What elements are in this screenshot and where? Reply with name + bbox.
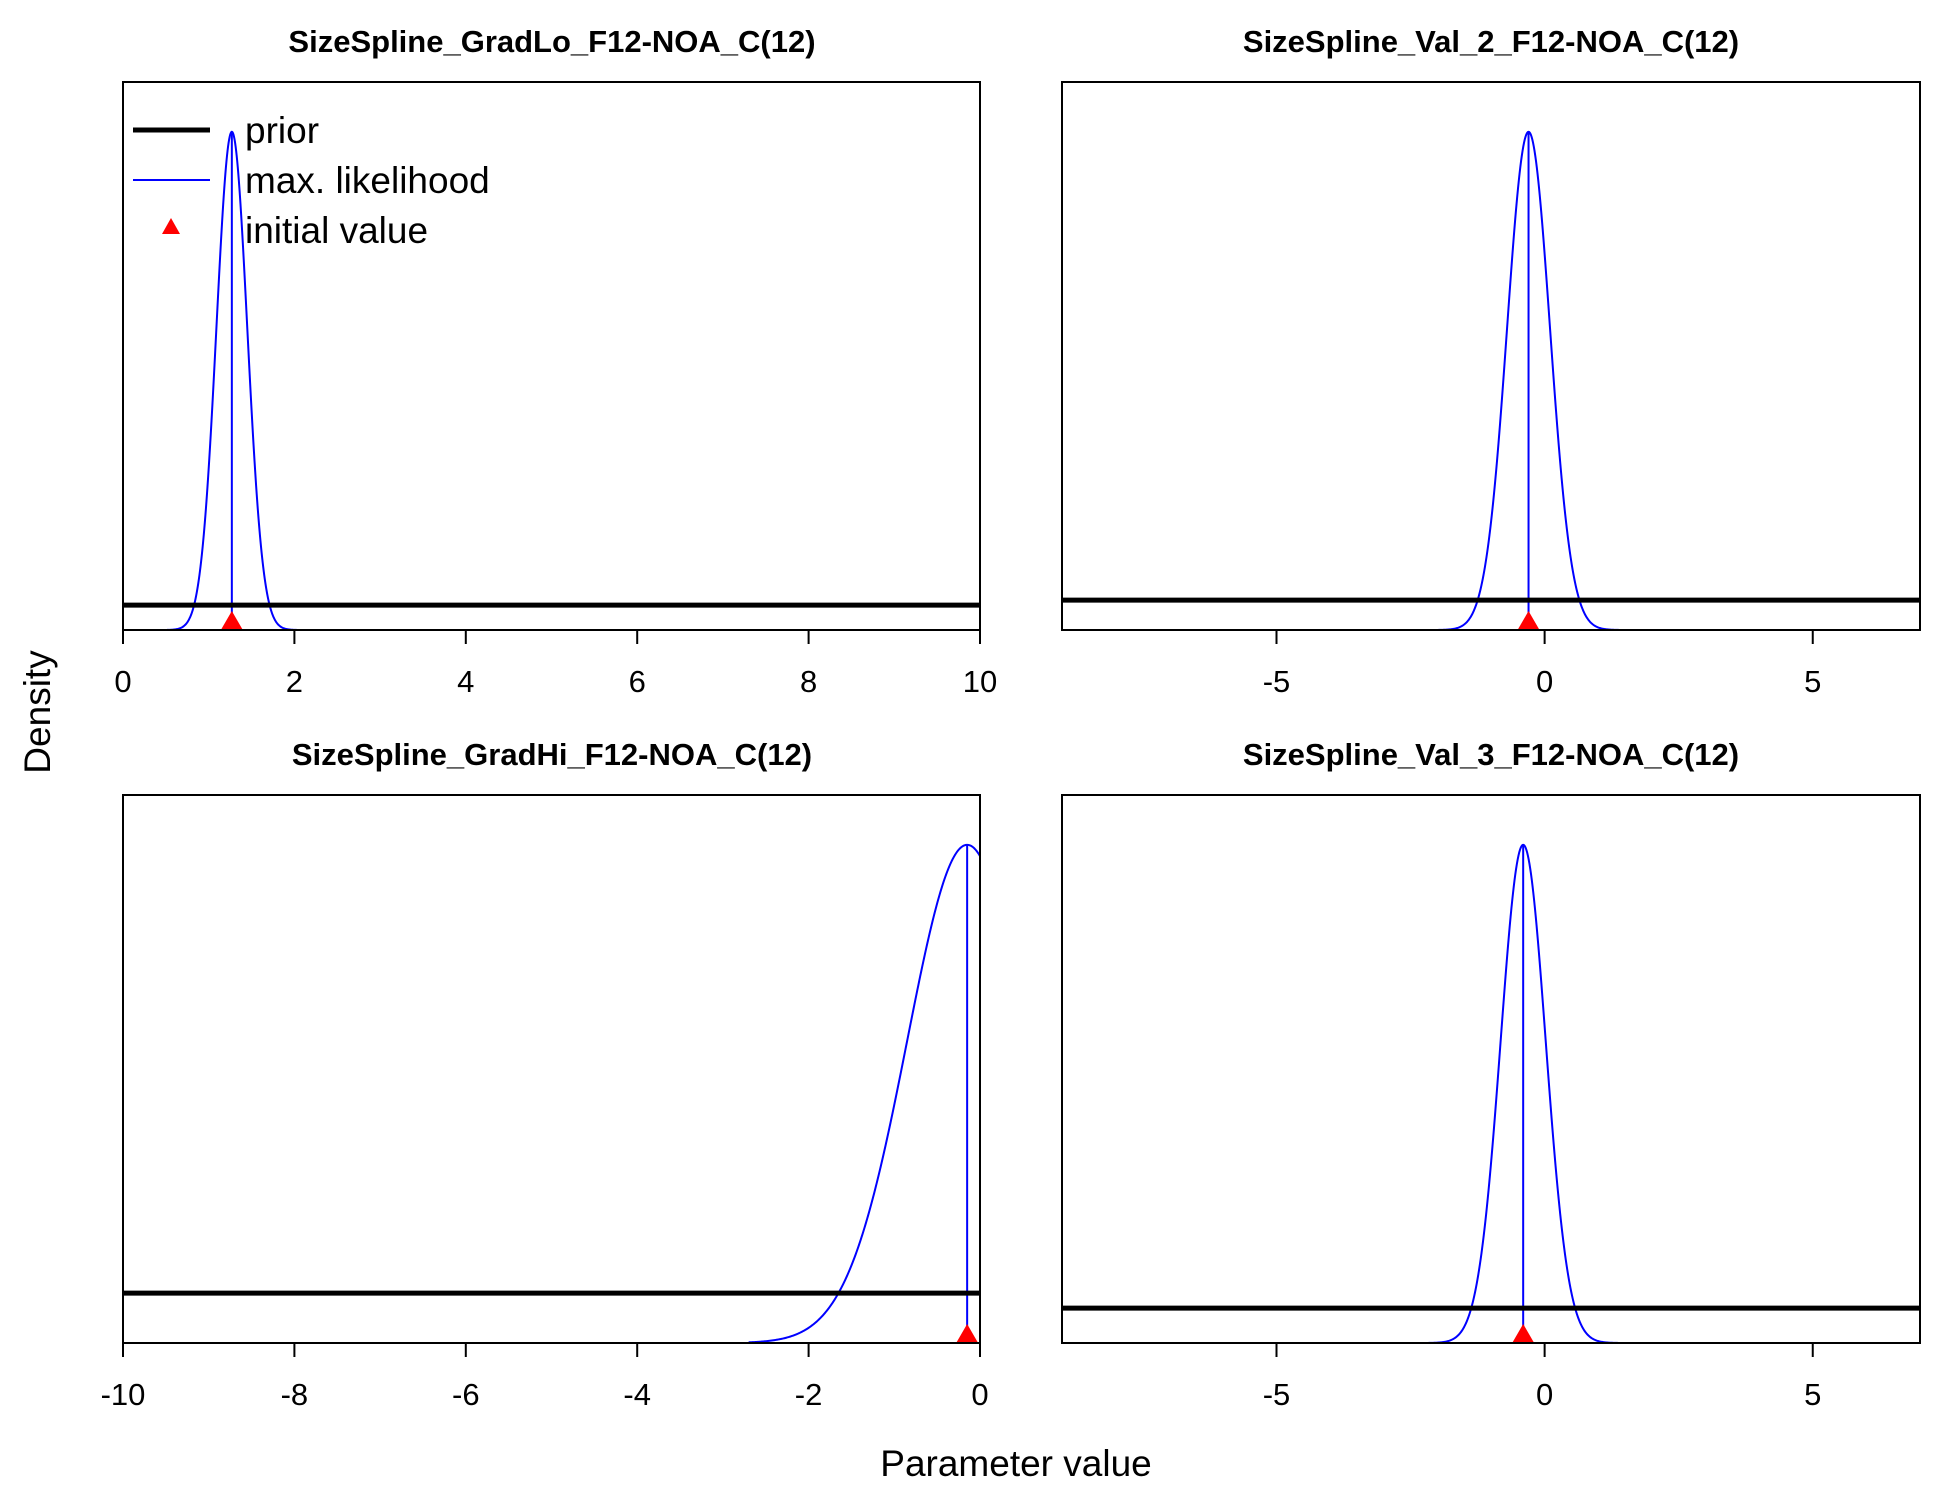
x-axis-title: Parameter value bbox=[880, 1443, 1151, 1484]
x-tick-label: 6 bbox=[629, 664, 646, 699]
legend-initial-label: initial value bbox=[245, 210, 428, 251]
plot-frame bbox=[1061, 81, 1921, 631]
x-tick-label: -2 bbox=[795, 1377, 823, 1412]
x-tick-label: 0 bbox=[971, 1377, 988, 1412]
initial-value-marker bbox=[1512, 1324, 1535, 1343]
legend: prior max. likelihood initial value bbox=[133, 110, 490, 251]
ml-density-curve bbox=[748, 843, 981, 1344]
x-tick-label: 4 bbox=[457, 664, 474, 699]
panel-title: SizeSpline_Val_3_F12-NOA_C(12) bbox=[1243, 737, 1739, 772]
panel-title: SizeSpline_GradLo_F12-NOA_C(12) bbox=[288, 24, 815, 59]
x-tick-label: 5 bbox=[1804, 664, 1821, 699]
x-tick-label: -10 bbox=[101, 1377, 146, 1412]
x-tick-label: -8 bbox=[281, 1377, 309, 1412]
initial-value-marker bbox=[220, 611, 243, 630]
panel-1: SizeSpline_GradLo_F12-NOA_C(12) 0 2 4 6 8 10 bbox=[114, 24, 997, 699]
x-tick-label: 8 bbox=[800, 664, 817, 699]
x-tick-label: 0 bbox=[1536, 1377, 1553, 1412]
initial-value-marker bbox=[956, 1324, 979, 1343]
x-tick-label: -5 bbox=[1263, 1377, 1291, 1412]
x-tick-label: 5 bbox=[1804, 1377, 1821, 1412]
panel-title: SizeSpline_Val_2_F12-NOA_C(12) bbox=[1243, 24, 1739, 59]
x-tick-label: -5 bbox=[1263, 664, 1291, 699]
x-tick-label: 2 bbox=[286, 664, 303, 699]
legend-ml-label: max. likelihood bbox=[245, 160, 490, 201]
x-tick-label: -4 bbox=[623, 1377, 651, 1412]
panel-title: SizeSpline_GradHi_F12-NOA_C(12) bbox=[292, 737, 812, 772]
x-tick-label: -6 bbox=[452, 1377, 480, 1412]
panel-4: SizeSpline_Val_3_F12-NOA_C(12) -5 0 5 bbox=[1061, 737, 1921, 1412]
x-tick-label: 10 bbox=[963, 664, 997, 699]
y-axis-title: Density bbox=[17, 650, 58, 774]
legend-prior-label: prior bbox=[245, 110, 319, 151]
plot-frame bbox=[1061, 794, 1921, 1344]
panel-2: SizeSpline_Val_2_F12-NOA_C(12) -5 0 5 bbox=[1061, 24, 1921, 699]
legend-initial-swatch bbox=[162, 218, 180, 234]
x-tick-label: 0 bbox=[1536, 664, 1553, 699]
initial-value-marker bbox=[1517, 611, 1540, 630]
plot-frame bbox=[122, 81, 981, 631]
plot-frame bbox=[122, 794, 981, 1344]
panels: SizeSpline_GradLo_F12-NOA_C(12)0 2 4 6 8 10Si… bbox=[101, 24, 1921, 1412]
x-tick-label: 0 bbox=[114, 664, 131, 699]
panel-3: SizeSpline_GradHi_F12-NOA_C(12) -10 -8 -6 -4… bbox=[101, 737, 989, 1412]
